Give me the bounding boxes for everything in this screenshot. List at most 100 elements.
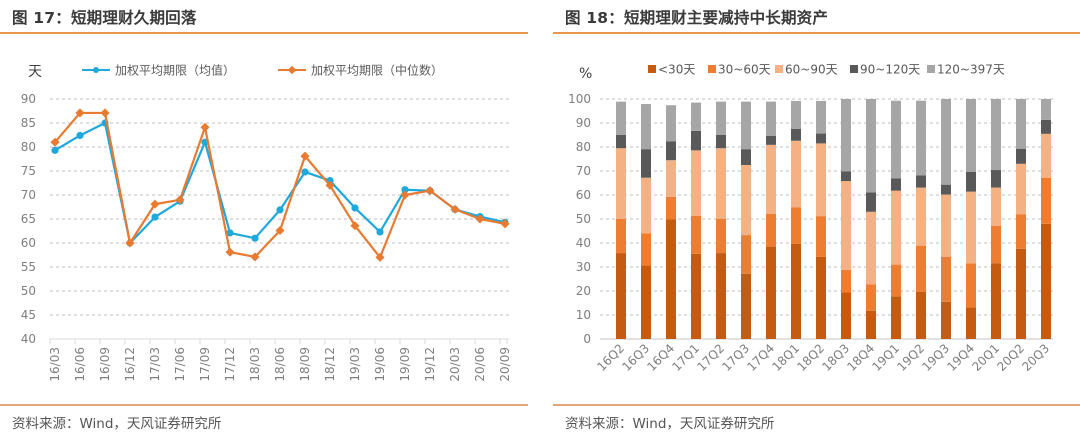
y-tick-label: 50	[576, 212, 591, 226]
bar-segment	[791, 243, 801, 339]
figure-18-source: 资料来源：Wind，天风证券研究所	[565, 416, 775, 432]
data-point-median	[250, 252, 260, 262]
data-point-mean	[301, 168, 309, 176]
data-point-mean	[51, 146, 59, 154]
x-tick-label: 19/09	[398, 347, 412, 382]
bar-segment	[766, 246, 776, 339]
data-point-median	[225, 247, 235, 257]
series-line-median	[54, 111, 506, 259]
bar-segment	[816, 216, 826, 257]
x-tick-label: 16/06	[73, 347, 87, 382]
bar-segment	[916, 175, 926, 188]
y-tick-label: 90	[21, 92, 36, 106]
bar-segment	[616, 148, 626, 219]
x-tick-label: 18Q3	[819, 341, 852, 374]
x-tick-label: 16Q4	[644, 341, 677, 374]
bar-segment	[941, 99, 951, 185]
x-tick-label: 17/12	[223, 347, 237, 382]
bar-segment	[991, 225, 1001, 264]
bar-segment	[741, 149, 751, 165]
bar-segment	[791, 207, 801, 244]
bar-segment	[1016, 163, 1026, 215]
bar-segment	[941, 184, 951, 195]
bar-segment	[691, 102, 701, 131]
x-tick-label: 18/12	[323, 347, 337, 382]
line-chart: 40 45 50 55 60 65 70 75 80 85 90 16/03 16/06 16/09 16/…	[21, 63, 512, 382]
legend-swatch	[927, 65, 935, 73]
data-point-mean	[76, 131, 84, 140]
x-tick-label: 17/09	[198, 347, 212, 382]
bar-segment	[691, 150, 701, 216]
bar-segment	[866, 310, 876, 339]
legend-swatch	[850, 65, 858, 73]
y-tick-label: 40	[576, 236, 591, 250]
bar-segment	[941, 301, 951, 339]
x-tick-label: 16/09	[98, 347, 112, 382]
bar-segment	[666, 141, 676, 161]
data-point-median	[125, 238, 135, 248]
bar-segment	[1016, 248, 1026, 339]
bar-segment	[716, 134, 726, 149]
bar-segment	[691, 215, 701, 254]
bar-segment	[641, 104, 651, 150]
bar-segment	[641, 233, 651, 266]
bar-segment	[791, 100, 801, 129]
x-tick-label: 17/06	[173, 347, 187, 382]
x-tick-label: 17Q2	[694, 341, 727, 374]
series-line-mean	[54, 121, 506, 245]
bar-segment	[741, 273, 751, 339]
bar-segment	[1041, 133, 1051, 178]
data-point-mean	[401, 186, 409, 194]
bar-segment	[916, 291, 926, 339]
data-point-mean	[226, 229, 234, 237]
y-tick-label: 30	[576, 260, 591, 274]
y-tick-label: 55	[21, 260, 36, 274]
x-tick-label: 20/03	[448, 347, 462, 382]
x-tick-label: 16/12	[123, 347, 137, 382]
bar-segment	[1041, 99, 1051, 120]
legend-swatch	[775, 65, 783, 73]
x-tick-label: 18/06	[273, 347, 287, 382]
y-tick-label: 45	[21, 308, 36, 322]
bar-segment	[1041, 177, 1051, 224]
y-axis-unit-label: %	[579, 66, 592, 82]
bar-segment	[841, 99, 851, 172]
bar-segment	[716, 101, 726, 135]
y-tick-label: 50	[21, 284, 36, 298]
figure-17-title-rule	[0, 32, 528, 34]
bar-segment	[816, 100, 826, 134]
x-tick-label: 16Q3	[619, 341, 652, 374]
bar-segment	[916, 187, 926, 246]
data-point-mean	[276, 206, 284, 214]
y-tick-label: 70	[21, 188, 36, 202]
legend-label: 120~397天	[937, 63, 1005, 77]
bar-segment	[866, 192, 876, 212]
figure-18-title-rule	[553, 32, 1080, 34]
bar-segment	[616, 101, 626, 135]
y-tick-label: 80	[576, 140, 591, 154]
y-tick-label: 0	[583, 332, 591, 346]
y-tick-label: 75	[21, 164, 36, 178]
bar-segment	[1016, 148, 1026, 164]
x-tick-label: 19/03	[348, 347, 362, 382]
bar-segment	[866, 211, 876, 285]
bar-segment	[966, 191, 976, 264]
x-tick-label: 17Q1	[669, 341, 702, 374]
bar-segment	[891, 264, 901, 297]
x-tick-label: 18/03	[248, 347, 262, 382]
x-tick-label: 17Q3	[719, 341, 752, 374]
y-tick-label: 100	[568, 92, 591, 106]
bar-segment	[891, 190, 901, 265]
x-tick-label: 20/09	[498, 347, 512, 382]
bar-segment	[616, 218, 626, 254]
x-tick-label: 20Q2	[994, 341, 1027, 374]
figure-18-panel: 图 18：短期理财主要减持中长期资产 0 10 20 30 40 50 60 70 80 90 10…	[553, 0, 1080, 436]
bar-segment	[641, 177, 651, 234]
bar-segment	[616, 253, 626, 339]
bar-segment	[641, 149, 651, 178]
bar-segment	[716, 148, 726, 219]
data-point-median	[100, 108, 110, 118]
legend-label: 30~60天	[718, 63, 771, 77]
bar-segment	[816, 133, 826, 144]
legend-label: 90~120天	[860, 63, 920, 77]
